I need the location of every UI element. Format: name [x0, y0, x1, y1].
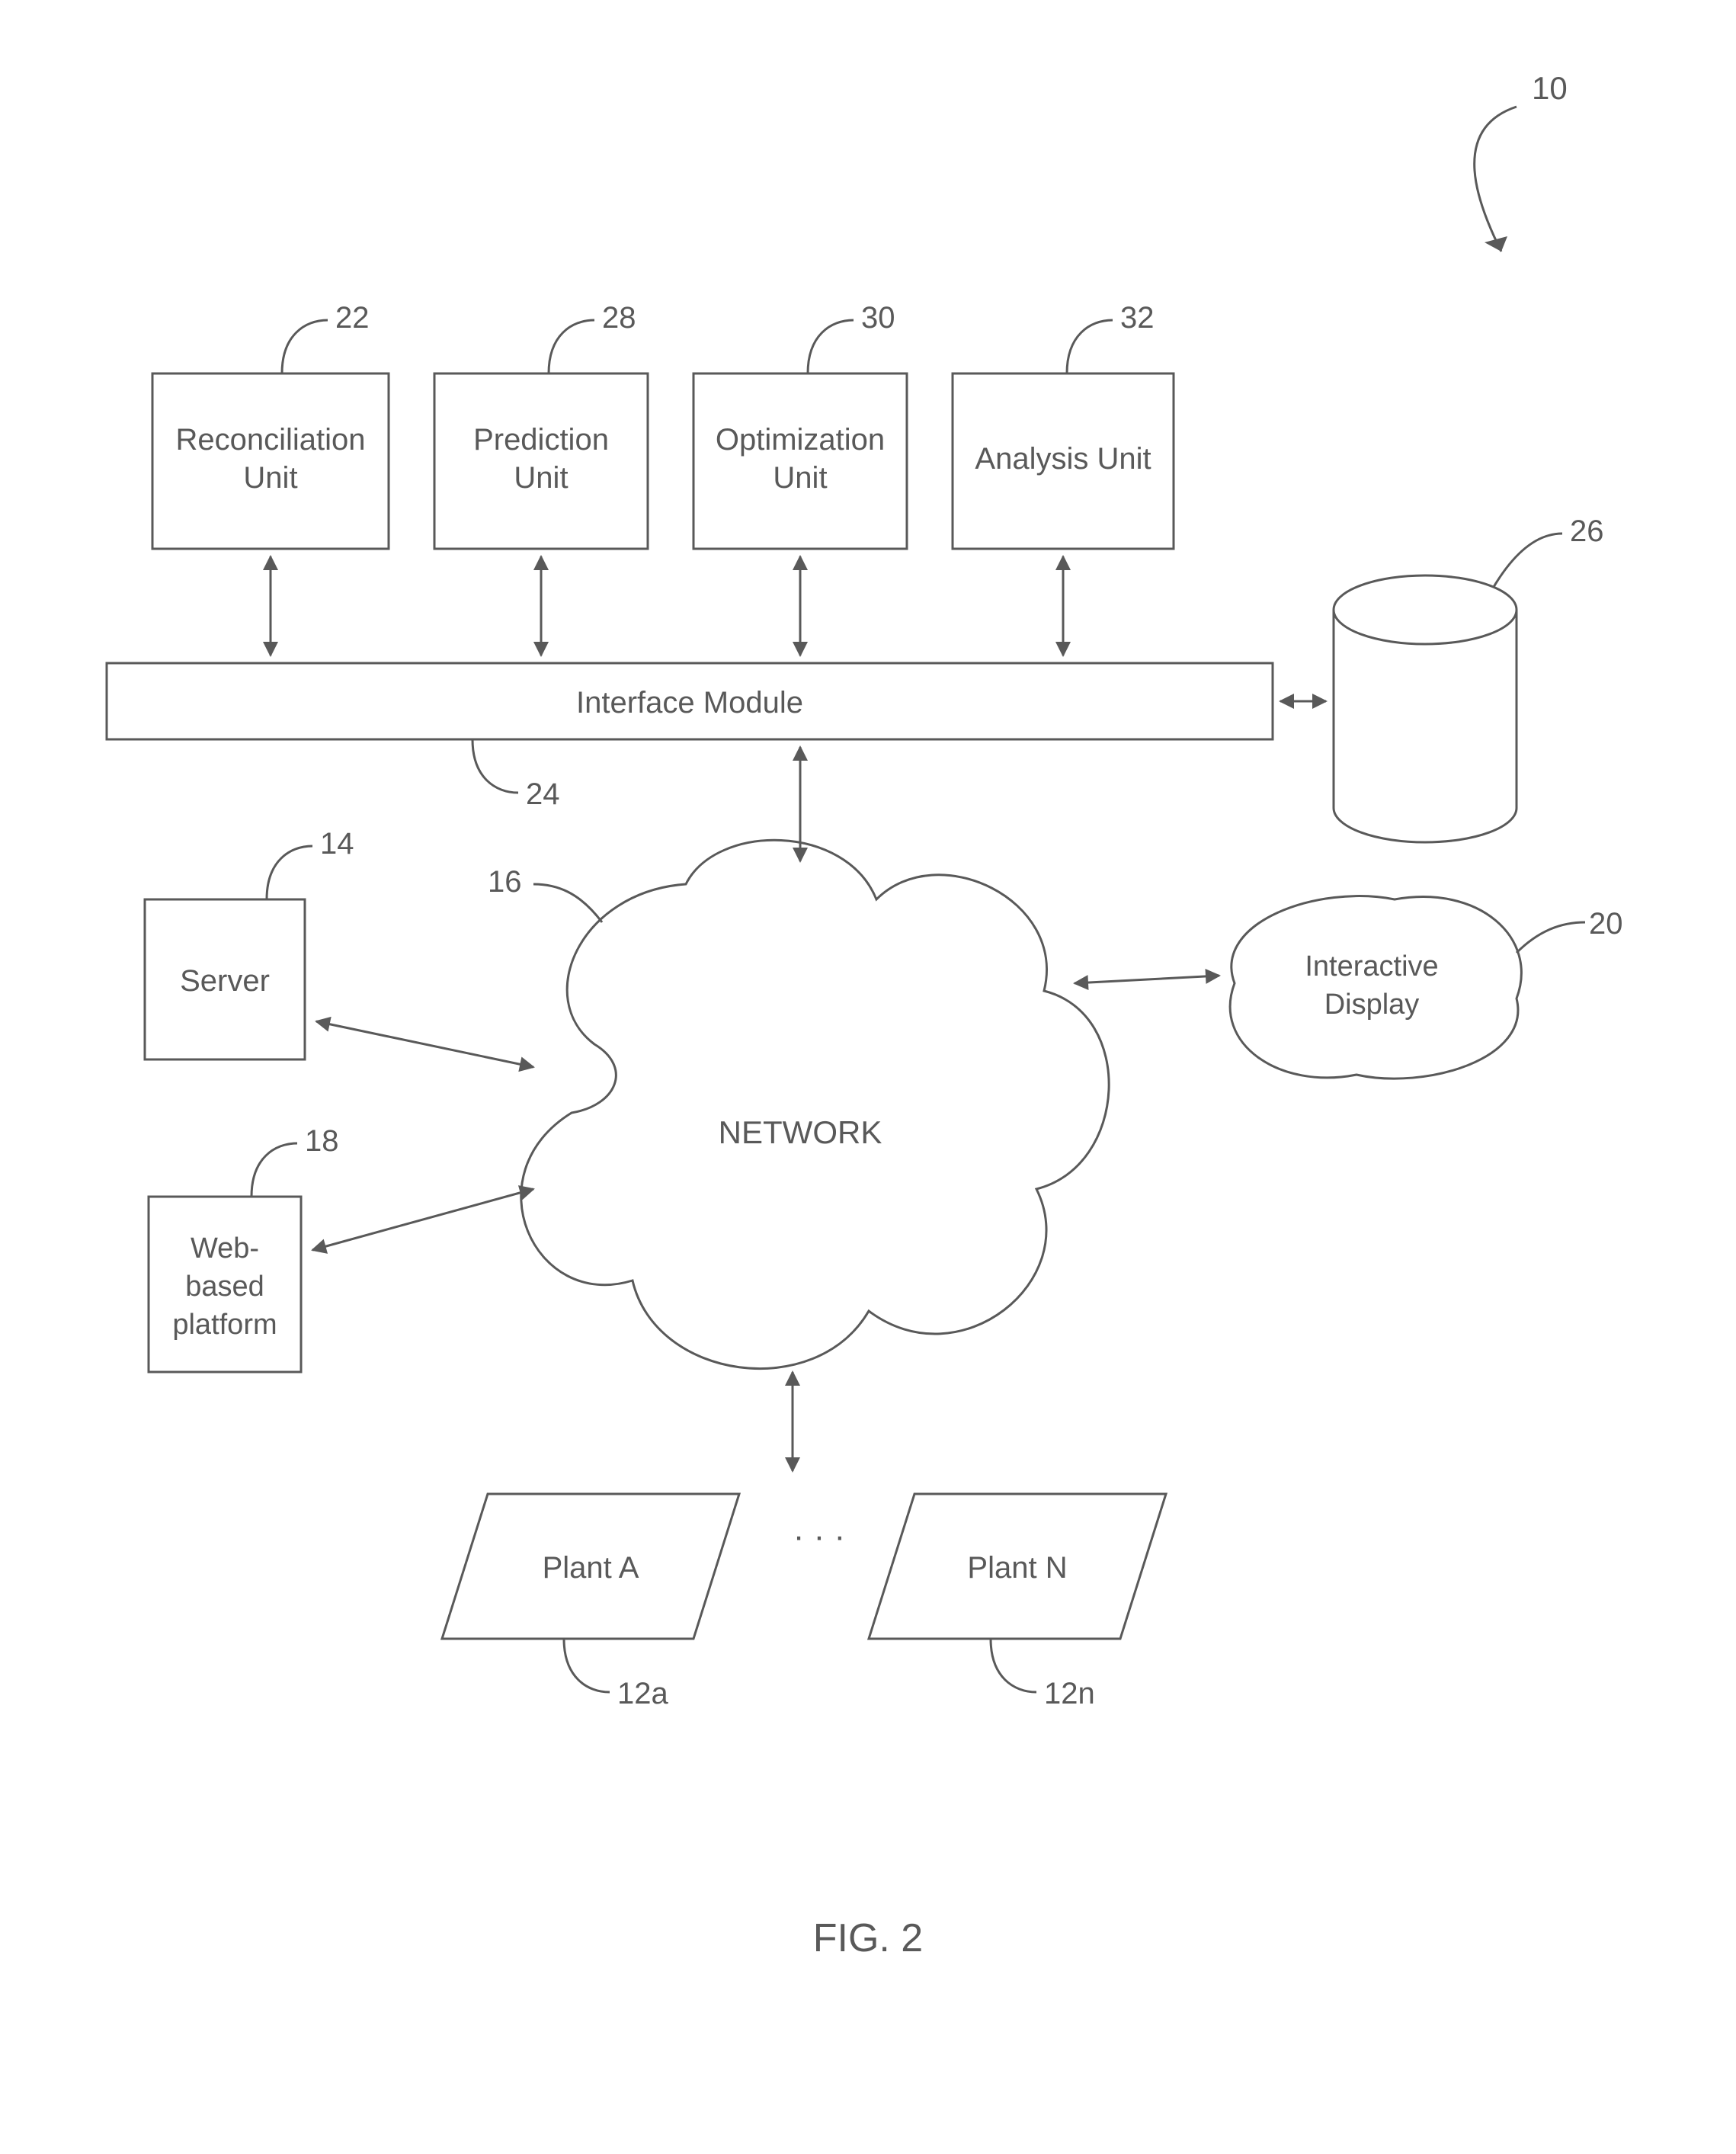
reconciliation-ref: 22 — [335, 301, 370, 335]
database-icon: 26 — [1334, 514, 1604, 842]
cloud-label: NETWORK — [719, 1114, 882, 1150]
display-ref: 20 — [1589, 907, 1623, 941]
interface-ref: 24 — [526, 777, 560, 811]
optimization-ref: 30 — [861, 301, 895, 335]
diagram-svg: 10 Reconciliation Unit 22 Prediction Uni… — [0, 0, 1736, 2154]
plant-a-label: Plant A — [543, 1551, 639, 1585]
reconciliation-label-2: Unit — [243, 461, 297, 495]
plant-a-ref: 12a — [617, 1677, 668, 1710]
server-label: Server — [180, 964, 270, 998]
arrow-server-network — [316, 1021, 533, 1067]
plant-a: Plant A 12a — [442, 1494, 739, 1710]
arrow-web-network — [312, 1189, 533, 1250]
server-ref: 14 — [320, 827, 354, 861]
database-ref: 26 — [1570, 514, 1604, 548]
cloud-network: NETWORK 16 — [488, 840, 1109, 1368]
interactive-display: Interactive Display 20 — [1230, 896, 1622, 1079]
display-label-2: Display — [1324, 989, 1420, 1021]
plant-n-ref: 12n — [1044, 1677, 1095, 1710]
display-label-1: Interactive — [1305, 950, 1438, 982]
analysis-ref: 32 — [1120, 301, 1155, 335]
figure-caption: FIG. 2 — [813, 1916, 923, 1960]
web-label-1: Web- — [191, 1232, 259, 1265]
prediction-label-2: Unit — [514, 461, 568, 495]
web-ref: 18 — [305, 1124, 339, 1158]
box-interface: Interface Module 24 — [107, 663, 1273, 811]
prediction-label-1: Prediction — [473, 423, 609, 457]
plant-n: Plant N 12n — [869, 1494, 1166, 1710]
optimization-label-2: Unit — [773, 461, 827, 495]
top-ref: 10 — [1475, 70, 1568, 252]
web-label-2: based — [185, 1271, 264, 1303]
reconciliation-label-1: Reconciliation — [175, 423, 365, 457]
top-ref-label: 10 — [1532, 70, 1568, 106]
box-server: Server 14 — [145, 827, 354, 1059]
arrow-network-display — [1075, 976, 1219, 983]
plants-ellipsis: · · · — [793, 1518, 845, 1555]
box-reconciliation: Reconciliation Unit 22 — [152, 301, 389, 549]
analysis-label: Analysis Unit — [975, 442, 1151, 476]
box-analysis: Analysis Unit 32 — [953, 301, 1174, 549]
web-label-3: platform — [172, 1309, 277, 1341]
box-prediction: Prediction Unit 28 — [434, 301, 648, 549]
cloud-ref: 16 — [488, 865, 522, 899]
plant-n-label: Plant N — [967, 1551, 1067, 1585]
box-web-platform: Web- based platform 18 — [149, 1124, 339, 1372]
optimization-label-1: Optimization — [716, 423, 885, 457]
prediction-ref: 28 — [602, 301, 636, 335]
box-optimization: Optimization Unit 30 — [693, 301, 907, 549]
interface-label: Interface Module — [576, 686, 803, 720]
